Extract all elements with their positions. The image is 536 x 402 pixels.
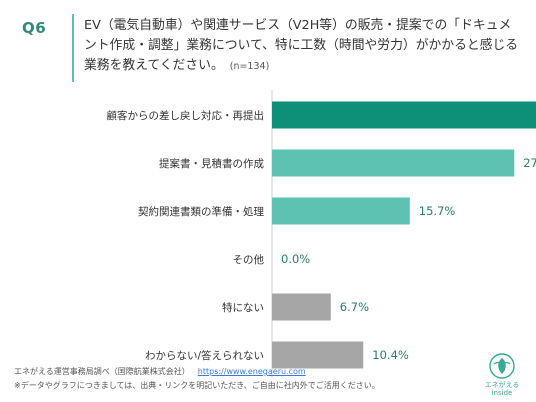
bar: [272, 197, 410, 225]
logo-name: エネがえる: [484, 381, 520, 389]
bar: [272, 101, 536, 129]
category-label: 顧客からの差し戻し対応・再提出: [107, 109, 265, 122]
source-link[interactable]: https://www.enegaeru.com: [197, 367, 306, 376]
value-label: 15.7%: [419, 204, 456, 218]
category-label: 提案書・見積書の作成: [159, 157, 264, 170]
logo-sub: inside: [491, 389, 513, 397]
enegaeru-logo: エネがえる inside: [478, 352, 526, 397]
sample-size: (n=134): [229, 61, 270, 72]
question-number: Q6: [22, 19, 47, 37]
source-line: エネがえる運営事務局調べ（国際航業株式会社） https://www.enegae…: [14, 366, 306, 377]
usage-note: ※データやグラフにつきましては、出典・リンクを明記いただき、ご自由に社内外でご活…: [14, 381, 380, 390]
value-label: 10.4%: [372, 348, 409, 362]
category-label: 契約関連書類の準備・処理: [138, 205, 264, 218]
question-text: EV（電気自動車）や関連サービス（V2H等）の販売・提案での「ドキュメント作成・…: [84, 16, 524, 77]
category-label: その他: [233, 253, 265, 266]
category-label: わからない/答えられない: [145, 349, 264, 362]
category-label: 特にない: [222, 302, 264, 314]
value-label: 0.0%: [281, 252, 310, 266]
title-divider: [72, 14, 74, 82]
source-text: エネがえる運営事務局調べ（国際航業株式会社）: [14, 367, 190, 376]
value-label: 27.6%: [523, 156, 536, 170]
bar: [272, 341, 364, 369]
value-label: 6.7%: [340, 300, 369, 314]
question-body: EV（電気自動車）や関連サービス（V2H等）の販売・提案での「ドキュメント作成・…: [84, 18, 519, 73]
bar: [272, 293, 331, 321]
bar: [272, 149, 515, 177]
logo-emblem-icon: [489, 353, 515, 379]
